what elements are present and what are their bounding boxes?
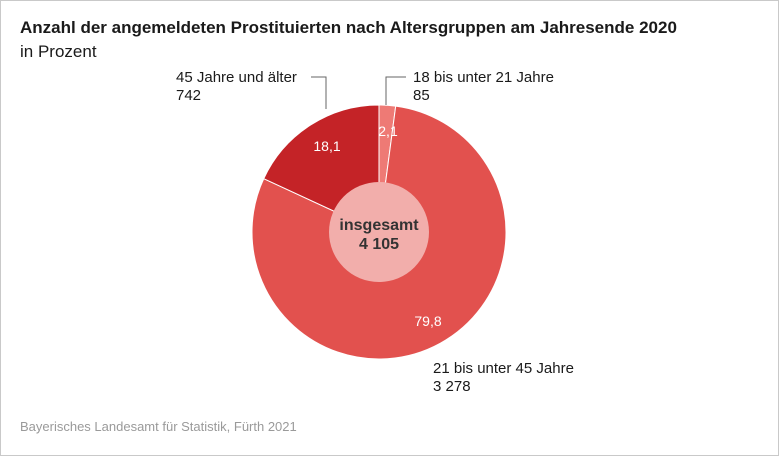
percent-label-45-plus: 18,1 xyxy=(313,138,340,154)
leader-line-18-21 xyxy=(385,76,406,105)
category-count-21-45: 3 278 xyxy=(433,378,471,395)
chart-subtitle: in Prozent xyxy=(20,42,97,61)
category-label-18-21: 18 bis unter 21 Jahre xyxy=(413,69,554,86)
percent-label-21-45: 79,8 xyxy=(414,313,441,329)
percent-label-18-21: 2,1 xyxy=(378,123,398,139)
leader-line-45-plus xyxy=(311,76,327,109)
leader-lines xyxy=(311,76,406,109)
center-value: 4 105 xyxy=(359,236,399,253)
category-label-21-45: 21 bis unter 45 Jahre xyxy=(433,360,574,377)
source-note: Bayerisches Landesamt für Statistik, Für… xyxy=(20,419,297,434)
category-count-45-plus: 742 xyxy=(176,87,201,104)
center-label: insgesamt xyxy=(339,217,419,234)
center-circle xyxy=(329,182,429,282)
chart-title: Anzahl der angemeldeten Prostituierten n… xyxy=(20,18,677,37)
category-label-45-plus: 45 Jahre und älter xyxy=(176,69,297,86)
category-count-18-21: 85 xyxy=(413,87,430,104)
